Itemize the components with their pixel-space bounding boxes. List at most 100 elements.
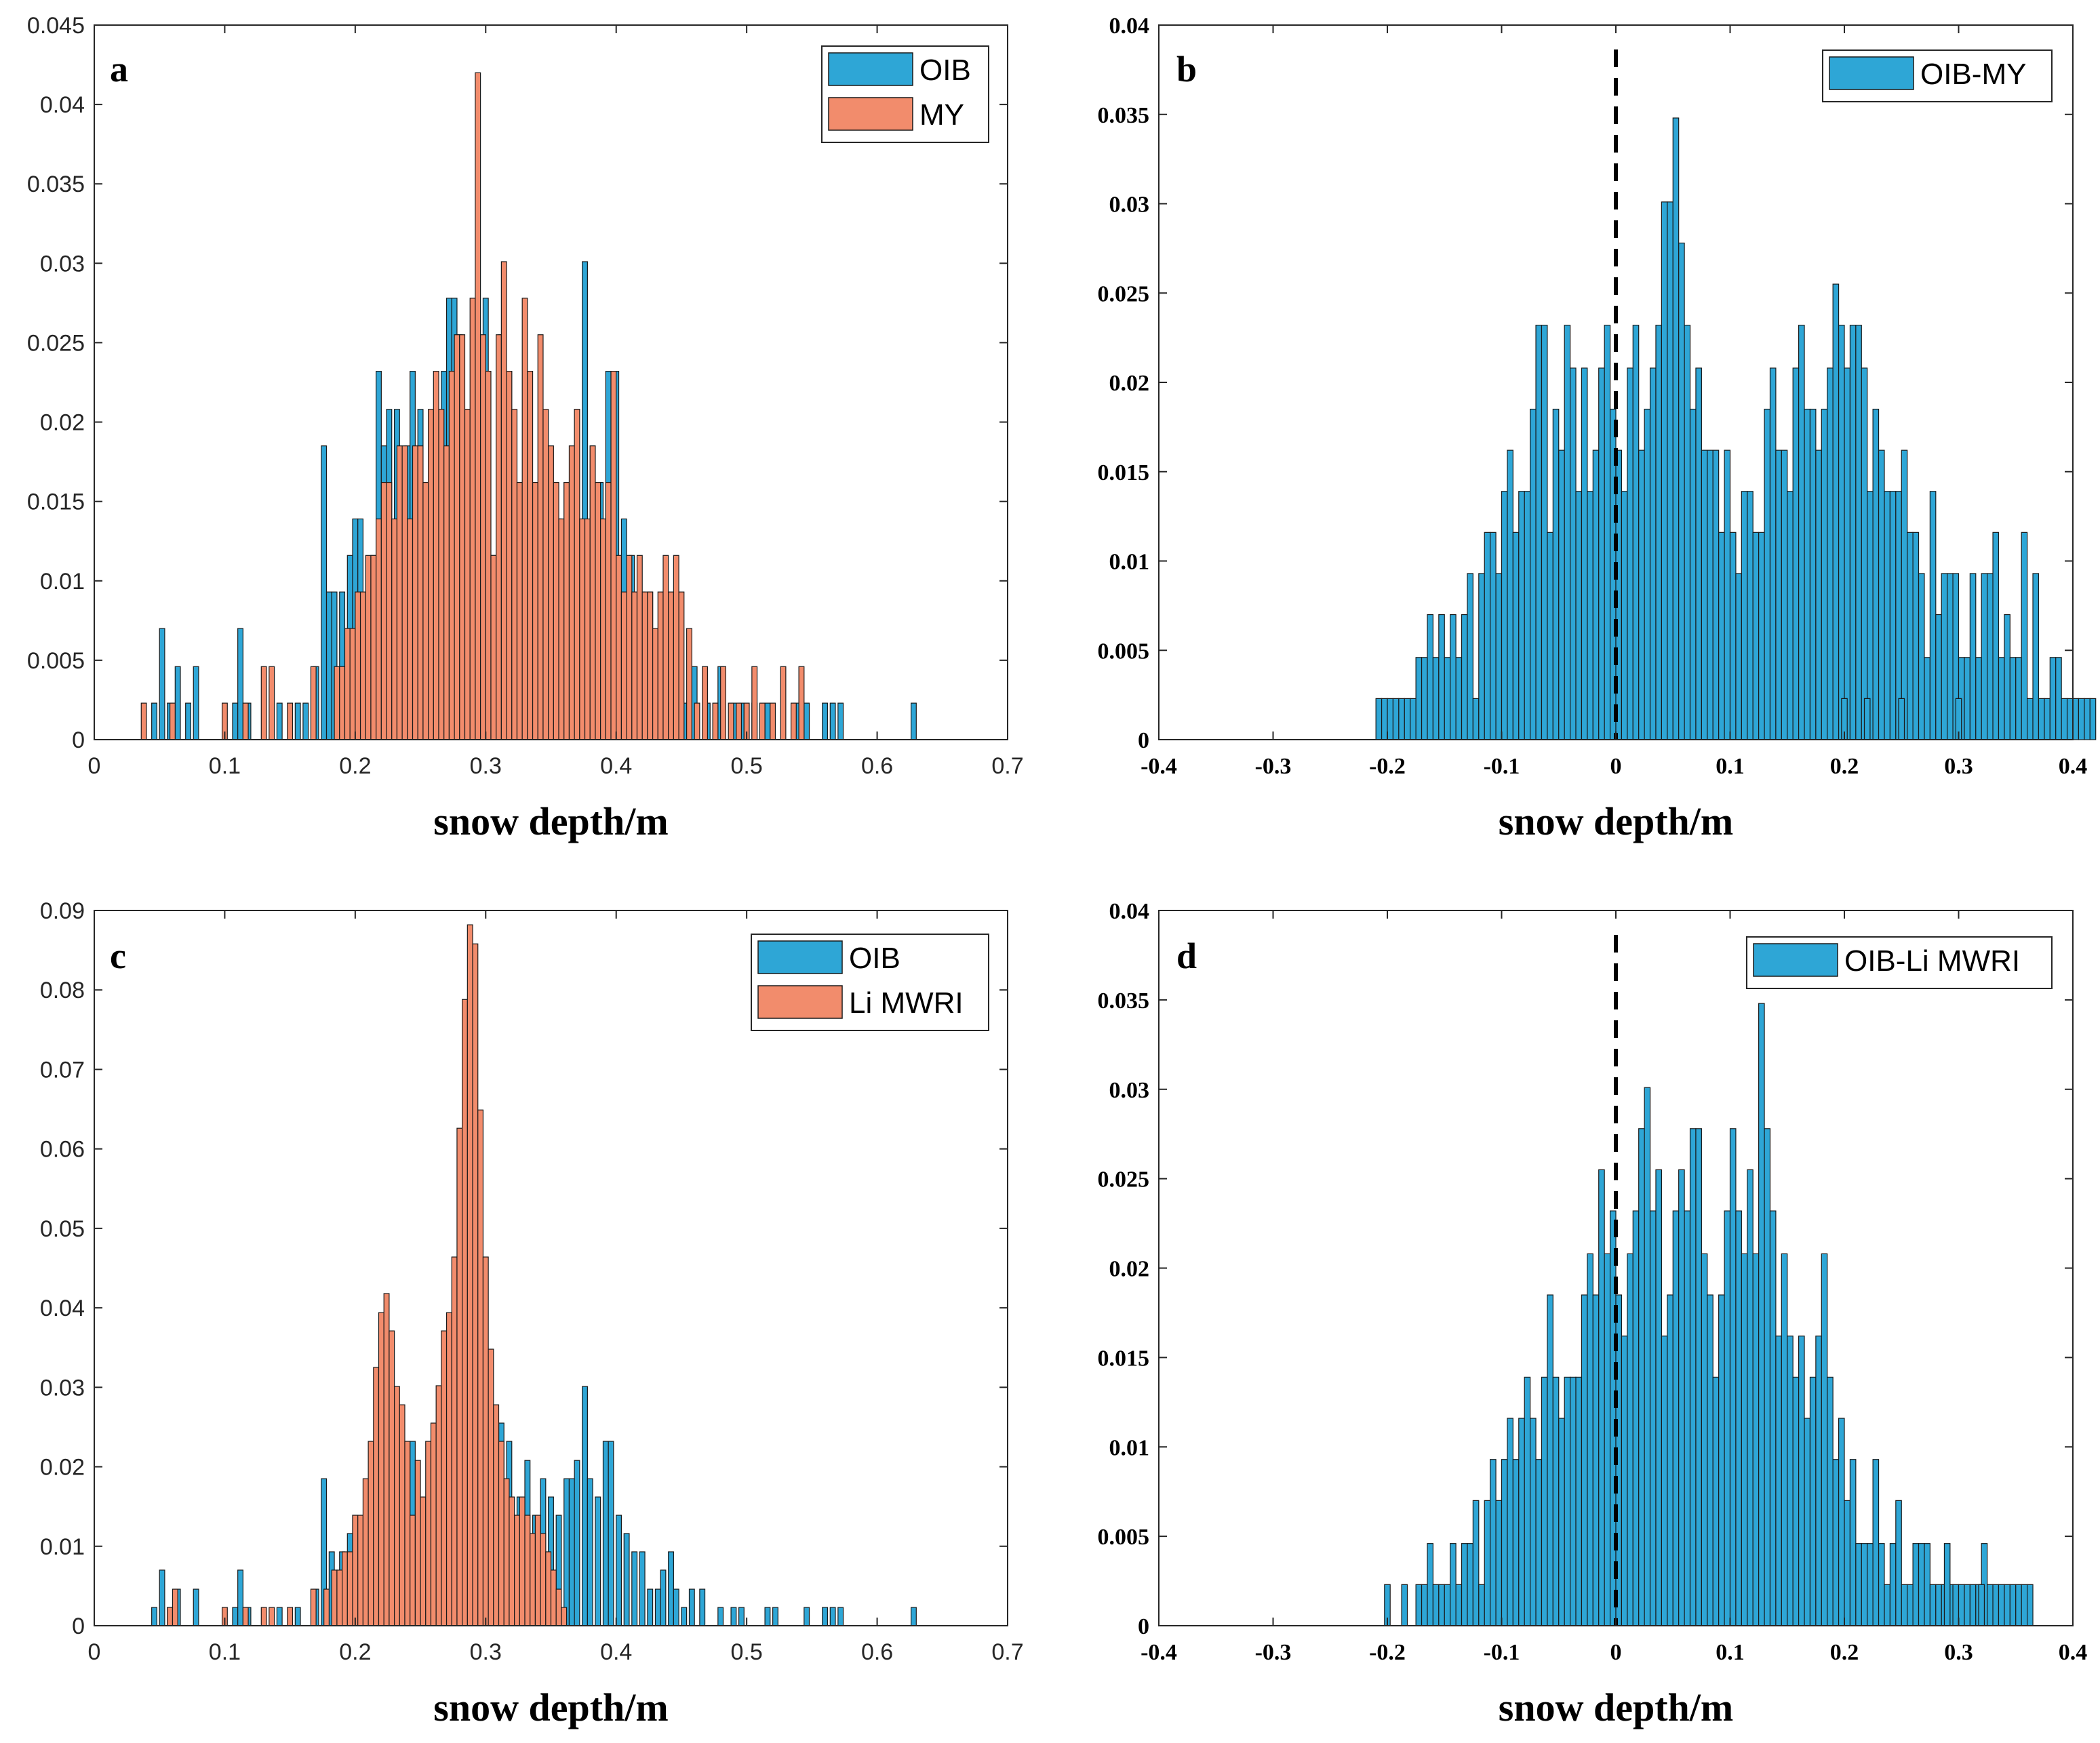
histogram-bar xyxy=(362,1478,369,1626)
histogram-bar xyxy=(662,555,669,740)
histogram-bar xyxy=(1878,449,1885,740)
histogram-bar xyxy=(1598,367,1605,740)
histogram-bar xyxy=(1752,532,1760,740)
histogram-bar xyxy=(1924,1543,1930,1626)
histogram-bar xyxy=(1558,449,1565,740)
histogram-bar xyxy=(232,1607,239,1626)
histogram-bar xyxy=(287,1607,294,1626)
histogram-bar xyxy=(1764,408,1771,740)
histogram-bar xyxy=(610,371,617,740)
panel-d: -0.4 -0.3 -0.2 -0.1 0 0.1 0.2 0.3 0.4 0 0.005 0.01 0… xyxy=(1098,899,2088,1729)
x-tick-label: 0.3 xyxy=(1944,1640,1973,1665)
histogram-bar xyxy=(1501,1459,1508,1626)
x-tick-label: 0 xyxy=(88,1639,101,1665)
histogram-bar xyxy=(540,1533,547,1626)
histogram-bar xyxy=(1769,1210,1777,1626)
histogram-bar xyxy=(1747,491,1754,740)
histogram-bar xyxy=(911,702,917,740)
histogram-bar xyxy=(1901,1584,1908,1626)
histogram-bar xyxy=(443,445,450,740)
x-axis-label: snow depth/m xyxy=(1499,1685,1733,1729)
x-tick-label: 0.7 xyxy=(991,753,1023,779)
histogram-bar xyxy=(1421,657,1428,740)
histogram-bar xyxy=(751,666,758,740)
histogram-bar xyxy=(1844,1500,1851,1626)
histogram-bar xyxy=(1849,1459,1857,1626)
histogram-bar xyxy=(837,702,844,740)
histogram-bar xyxy=(242,702,249,740)
histogram-bar xyxy=(1455,1584,1463,1626)
histogram-bar xyxy=(355,591,361,740)
histogram-bar xyxy=(1827,367,1834,740)
histogram-bar xyxy=(1832,1459,1840,1626)
histogram-bar xyxy=(1787,491,1794,740)
histogram-bar xyxy=(1478,1584,1485,1626)
histogram-bar xyxy=(1552,408,1560,740)
histogram-bar xyxy=(519,1496,526,1626)
histogram-bar xyxy=(2072,698,2080,740)
histogram-bar xyxy=(151,1607,157,1626)
histogram-bar xyxy=(1558,1418,1565,1626)
histogram-bar xyxy=(1855,1543,1862,1626)
histogram-bar xyxy=(373,1367,380,1626)
histogram-bar xyxy=(1978,1584,1985,1626)
histogram-bar xyxy=(654,1588,661,1626)
legend-swatch xyxy=(828,52,913,86)
histogram-bar xyxy=(425,1441,432,1626)
panel-b: -0.4 -0.3 -0.2 -0.1 0 0.1 0.2 0.3 0.4 0 0.005 0.01 0… xyxy=(1098,14,2097,843)
legend-entry: OIB xyxy=(849,942,900,975)
histogram-bar xyxy=(1661,201,1668,740)
histogram-bar xyxy=(647,591,654,740)
histogram-bar xyxy=(1969,573,1977,740)
legend-entry: MY xyxy=(919,98,964,132)
y-tick-label: 0.03 xyxy=(1109,193,1150,218)
histogram-bar xyxy=(553,481,559,740)
histogram-bar xyxy=(459,334,466,740)
histogram-bar xyxy=(490,555,497,740)
histogram-bar xyxy=(1741,491,1748,740)
histogram-bar xyxy=(534,1515,541,1626)
histogram-bar xyxy=(626,555,633,740)
x-tick-label: -0.2 xyxy=(1369,754,1406,779)
histogram-bar xyxy=(1809,408,1817,740)
histogram-bar xyxy=(1958,1584,1965,1626)
y-tick-label: 0.07 xyxy=(40,1057,85,1083)
histogram-bar xyxy=(472,943,479,1626)
histogram-bar xyxy=(1718,532,1725,740)
x-tick-label: 0.4 xyxy=(600,753,632,779)
y-tick-label: 0.03 xyxy=(40,251,85,277)
histogram-bar xyxy=(2044,698,2051,740)
histogram-bar xyxy=(1987,573,1994,740)
histogram-bar xyxy=(1741,1253,1748,1626)
histogram-bar xyxy=(1752,1253,1760,1626)
histogram-bar xyxy=(441,1330,448,1626)
histogram-bar xyxy=(804,1607,810,1626)
legend-swatch xyxy=(1829,56,1914,90)
histogram-bar xyxy=(1375,698,1383,740)
histogram-bar xyxy=(641,591,648,740)
histogram-bar xyxy=(1884,1584,1891,1626)
histogram-bar xyxy=(237,628,243,740)
histogram-bar xyxy=(1495,573,1503,740)
histogram-bar xyxy=(605,481,612,740)
histogram-bar xyxy=(1467,1543,1473,1626)
histogram-bar xyxy=(1804,1418,1811,1626)
histogram-bar xyxy=(1987,1584,1994,1626)
histogram-bar xyxy=(1455,657,1463,740)
y-tick-label: 0.045 xyxy=(27,13,85,39)
histogram-bar xyxy=(2066,698,2074,740)
x-tick-label: 0.1 xyxy=(209,1639,241,1665)
histogram-bar xyxy=(1552,1376,1560,1626)
histogram-bar xyxy=(151,702,157,740)
histogram-bar xyxy=(1678,1169,1685,1626)
histogram-bar xyxy=(485,371,492,740)
histogram-bar xyxy=(1598,1169,1605,1626)
histogram-bar xyxy=(414,1460,421,1626)
histogram-bar xyxy=(1444,1584,1451,1626)
histogram-bar xyxy=(911,1607,917,1626)
histogram-bar xyxy=(2009,657,2017,740)
x-tick-label: 0.2 xyxy=(339,753,371,779)
histogram-bar xyxy=(587,1478,593,1626)
histogram-bar xyxy=(1507,1418,1513,1626)
